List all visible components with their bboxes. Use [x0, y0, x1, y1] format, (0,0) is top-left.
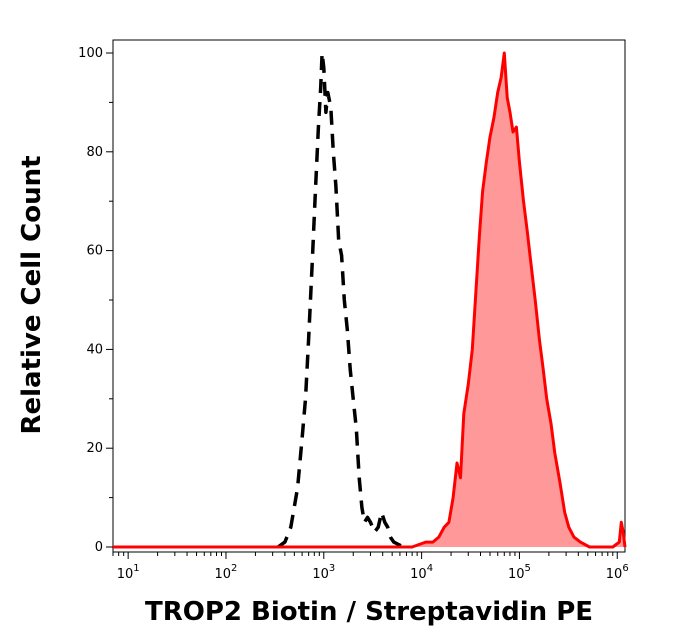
y-tick-label: 20: [86, 441, 103, 456]
y-tick-label: 40: [86, 342, 103, 357]
y-tick-label: 80: [86, 145, 103, 160]
plot-frame: [112, 39, 626, 553]
x-axis-title: TROP2 Biotin / Streptavidin PE: [145, 597, 593, 627]
x-tick-label: 106: [606, 563, 629, 582]
y-tick-label: 100: [78, 46, 103, 61]
series-0-line: [276, 51, 405, 549]
x-tick-label: 104: [410, 563, 433, 582]
x-tick-label: 102: [215, 563, 238, 582]
series-layer: [113, 51, 627, 549]
y-tick-label: 0: [95, 540, 103, 555]
x-tick-label: 103: [312, 563, 335, 582]
y-tick-label: 60: [86, 244, 103, 259]
tick-layer: 0 20 40 60 80 100 101 102 103 104 105 106: [78, 46, 629, 582]
x-tick-label: 105: [508, 563, 531, 582]
x-tick-label: 101: [117, 563, 140, 582]
y-axis-title: Relative Cell Count: [17, 155, 47, 434]
series-1-area: [113, 53, 625, 547]
series-1-line: [113, 51, 627, 549]
